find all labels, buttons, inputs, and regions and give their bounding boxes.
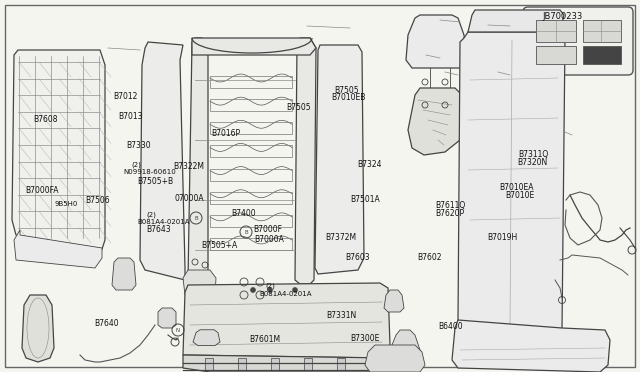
Text: (2): (2) [131, 161, 141, 168]
Text: B7010E: B7010E [506, 191, 535, 200]
Polygon shape [365, 345, 425, 372]
Text: B7016P: B7016P [211, 129, 241, 138]
Text: JB700233: JB700233 [542, 12, 582, 21]
Text: B7322M: B7322M [173, 162, 204, 171]
Text: B7603: B7603 [346, 253, 370, 262]
Text: B7012: B7012 [113, 92, 138, 101]
Bar [238, 358, 246, 370]
Polygon shape [12, 50, 105, 260]
Polygon shape [183, 355, 393, 372]
Bar [304, 358, 312, 370]
Text: B081A4-0201A: B081A4-0201A [138, 219, 190, 225]
Text: B7372M: B7372M [325, 233, 356, 242]
Bar [536, 46, 576, 64]
Text: B7010EA: B7010EA [499, 183, 534, 192]
FancyBboxPatch shape [523, 7, 633, 75]
Text: B7000FA: B7000FA [26, 186, 59, 195]
Polygon shape [14, 230, 102, 268]
Polygon shape [192, 38, 316, 55]
Polygon shape [315, 45, 364, 274]
Polygon shape [390, 330, 420, 358]
Bar [583, 46, 621, 64]
Text: B7311Q: B7311Q [518, 150, 548, 159]
Bar [210, 99, 292, 111]
Text: B6400: B6400 [438, 322, 463, 331]
Text: B7320N: B7320N [517, 158, 547, 167]
Text: B: B [194, 215, 198, 221]
Bar [583, 20, 621, 42]
Text: N: N [176, 327, 180, 333]
Polygon shape [468, 10, 564, 32]
Text: B7505+B: B7505+B [138, 177, 173, 186]
Polygon shape [295, 38, 316, 284]
Circle shape [292, 288, 298, 292]
Text: B7602: B7602 [417, 253, 442, 262]
Text: B7300E: B7300E [351, 334, 380, 343]
Polygon shape [452, 320, 610, 372]
Text: B7620P: B7620P [435, 209, 465, 218]
Text: B7019H: B7019H [488, 233, 518, 242]
Bar [337, 358, 345, 370]
Text: B7324: B7324 [357, 160, 381, 169]
Bar [210, 192, 292, 204]
Polygon shape [183, 270, 216, 300]
Polygon shape [193, 330, 220, 346]
Text: B7013: B7013 [118, 112, 143, 121]
Bar [536, 20, 576, 42]
Text: B7640: B7640 [95, 319, 119, 328]
Text: B: B [244, 230, 248, 234]
Text: 9B5H0: 9B5H0 [54, 201, 78, 207]
Polygon shape [408, 88, 464, 155]
Text: B7505: B7505 [287, 103, 311, 112]
Text: B7000A: B7000A [255, 235, 285, 244]
Text: N09918-60610: N09918-60610 [123, 169, 175, 175]
Bar [210, 238, 292, 250]
Text: B7501A: B7501A [351, 195, 380, 203]
Circle shape [250, 288, 255, 292]
Bar [210, 215, 292, 227]
Text: B7506: B7506 [85, 196, 109, 205]
Text: B7601M: B7601M [250, 335, 281, 344]
Bar [210, 145, 292, 157]
Text: B7000F: B7000F [253, 225, 282, 234]
Bar [205, 358, 213, 370]
Polygon shape [458, 32, 565, 335]
Text: B081A4-0201A: B081A4-0201A [259, 291, 312, 297]
Bar [210, 76, 292, 88]
Polygon shape [112, 258, 136, 290]
Polygon shape [140, 42, 185, 280]
Circle shape [268, 288, 273, 292]
Bar [370, 358, 378, 370]
Text: B7400: B7400 [232, 209, 256, 218]
Polygon shape [406, 15, 466, 68]
Polygon shape [22, 295, 54, 362]
Text: B7010EB: B7010EB [332, 93, 366, 102]
Text: (2): (2) [266, 282, 275, 289]
Text: B7505: B7505 [334, 86, 358, 95]
Text: B7611Q: B7611Q [435, 201, 465, 210]
Polygon shape [158, 308, 176, 328]
Text: B7331N: B7331N [326, 311, 356, 320]
Bar [210, 169, 292, 180]
Text: B7643: B7643 [146, 225, 170, 234]
Text: B7330: B7330 [126, 141, 150, 150]
Text: B7608: B7608 [33, 115, 58, 124]
Polygon shape [188, 38, 208, 284]
Text: (2): (2) [146, 211, 156, 218]
Polygon shape [183, 283, 390, 358]
Bar [271, 358, 279, 370]
Text: B7505+A: B7505+A [202, 241, 238, 250]
Bar [210, 122, 292, 134]
Polygon shape [384, 290, 404, 312]
Text: 07000A: 07000A [174, 194, 204, 203]
